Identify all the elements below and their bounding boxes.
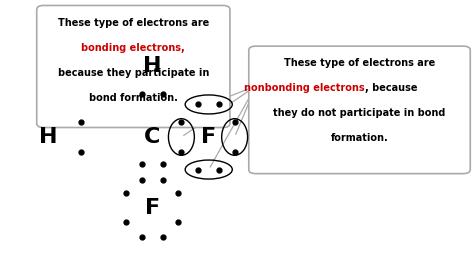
FancyBboxPatch shape (36, 5, 230, 127)
Text: C: C (144, 127, 160, 147)
Text: F: F (145, 198, 160, 218)
Text: nonbonding electrons: nonbonding electrons (244, 83, 364, 93)
Text: bonding electrons,: bonding electrons, (82, 43, 185, 53)
Text: These type of electrons are: These type of electrons are (284, 58, 435, 68)
Text: These type of electrons are: These type of electrons are (58, 18, 209, 28)
Text: formation.: formation. (331, 133, 388, 143)
Text: because they participate in: because they participate in (58, 68, 209, 78)
Text: H: H (39, 127, 58, 147)
Text: , because: , because (365, 83, 418, 93)
Text: F: F (201, 127, 216, 147)
Text: bond formation.: bond formation. (89, 93, 178, 102)
Text: they do not participate in bond: they do not participate in bond (273, 108, 446, 118)
Text: H: H (143, 56, 162, 76)
FancyBboxPatch shape (249, 46, 470, 174)
